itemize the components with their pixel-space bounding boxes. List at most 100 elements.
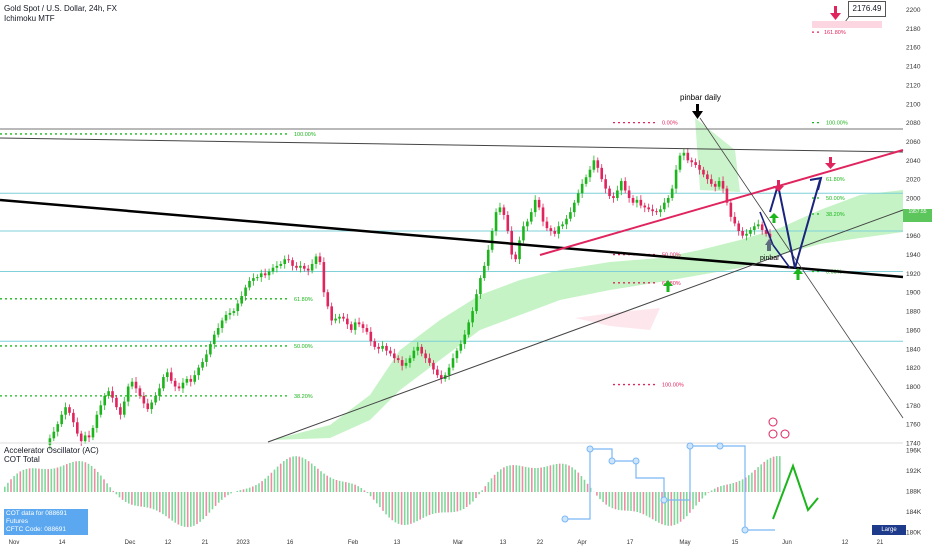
oscillator-bar xyxy=(608,492,611,507)
candle-body xyxy=(682,152,686,156)
top-descending-trendline xyxy=(0,137,904,153)
candle-body xyxy=(209,344,212,355)
red-ascending-trendline xyxy=(539,149,904,256)
candle-body xyxy=(232,311,236,313)
oscillator-label[interactable]: Accelerator Oscillator (AC) xyxy=(4,446,99,455)
oscillator-bar xyxy=(53,468,56,492)
oscillator-bar xyxy=(397,492,400,524)
candle-body xyxy=(756,224,760,227)
oscillator-bar xyxy=(630,492,632,511)
candle-body xyxy=(533,199,537,213)
cot-step-line xyxy=(565,445,775,531)
oscillator-bar xyxy=(25,468,28,492)
oscillator-bar xyxy=(518,465,521,492)
oscillator-bar xyxy=(115,492,118,495)
candle-body xyxy=(619,181,623,191)
oscillator-bar xyxy=(78,461,80,492)
time-tick-label: 14 xyxy=(59,540,66,546)
candle-body xyxy=(537,199,541,208)
oscillator-bar xyxy=(453,492,456,512)
fib-green-right-label: 38.20% xyxy=(826,212,845,218)
oscillator-bar xyxy=(472,492,474,502)
oscillator-axis: 196K 192K 188K 184K 180K xyxy=(906,448,922,537)
candle-body xyxy=(400,360,404,366)
oscillator-bar xyxy=(239,490,242,492)
candle-body xyxy=(189,378,193,382)
fib-green-left-label: 100.00% xyxy=(294,132,316,138)
candle-body xyxy=(396,358,400,361)
oscillator-bar xyxy=(109,487,111,492)
oscillator-bar xyxy=(379,492,381,508)
candle-body xyxy=(150,402,153,410)
oscillator-bar xyxy=(112,490,115,492)
oscillator-bar xyxy=(763,461,766,492)
cot-info-line2: CFTC Code: 088691 xyxy=(6,526,66,533)
fib-green-right-label: 0.00% xyxy=(826,270,842,276)
oscillator-bar xyxy=(490,478,493,492)
candle-body xyxy=(259,273,263,278)
oscillator-bar xyxy=(425,492,428,517)
candle-body xyxy=(60,414,63,425)
oscillator-bar xyxy=(171,492,173,521)
oscillator-bar xyxy=(329,477,332,492)
candle-body xyxy=(584,177,588,184)
oscillator-bar xyxy=(128,492,130,504)
oscillator-bar xyxy=(323,473,325,492)
oscillator-bar xyxy=(44,469,46,492)
candle-body xyxy=(635,199,639,203)
oscillator-bar xyxy=(465,492,468,508)
oscillator-bar xyxy=(382,492,384,511)
oscillator-bar xyxy=(360,487,363,492)
candle-body xyxy=(600,167,604,180)
oscillator-bar xyxy=(310,463,313,492)
oscillator-bar xyxy=(766,459,769,492)
oscillator-bar xyxy=(230,492,232,494)
cot-label[interactable]: COT Total xyxy=(4,455,40,464)
cot-marker xyxy=(608,457,616,465)
candle-body xyxy=(729,202,733,217)
candle-body xyxy=(561,224,564,227)
candle-body xyxy=(580,183,584,194)
oscillator-bar xyxy=(475,492,477,499)
candle-body xyxy=(146,403,150,410)
candle-body xyxy=(48,438,52,445)
oscillator-bar xyxy=(168,492,170,519)
time-tick-label: 12 xyxy=(842,540,849,546)
large-traders-badge[interactable]: Large Traders xyxy=(872,525,906,543)
middle-down-arrow xyxy=(773,180,784,192)
price-tick-label: 2000 xyxy=(906,196,921,203)
candle-body xyxy=(76,422,79,434)
candle-body xyxy=(263,273,267,276)
candle-body xyxy=(612,196,615,198)
oscillator-bar xyxy=(248,487,251,492)
oscillator-bar xyxy=(301,457,304,492)
oscillator-bar xyxy=(546,466,549,492)
oscillator-bar xyxy=(190,492,192,527)
fib-red-label: 50.00% xyxy=(662,253,681,259)
oscillator-bar xyxy=(484,486,487,492)
oscillator-bar xyxy=(295,456,297,492)
price-tick-label: 1880 xyxy=(906,309,921,316)
oscillator-bar xyxy=(462,492,465,509)
fib-red-label: 0.00% xyxy=(662,121,678,127)
oscillator-bar xyxy=(583,479,586,492)
oscillator-bar xyxy=(686,492,688,517)
price-tick-label: 1740 xyxy=(906,441,921,448)
time-tick-label: Mar xyxy=(453,540,463,546)
oscillator-tick-label: 188K xyxy=(906,489,922,496)
oscillator-bar xyxy=(307,461,310,492)
oscillator-bar xyxy=(434,492,437,514)
oscillator-bar xyxy=(698,492,700,502)
pinbar-label: pinbar xyxy=(760,255,780,262)
candle-body xyxy=(741,230,744,236)
oscillator-bar xyxy=(487,482,490,492)
flag-icon-1 xyxy=(768,429,778,439)
candle-body xyxy=(416,346,420,351)
candle-body xyxy=(130,381,134,387)
oscillator-bar xyxy=(146,492,149,508)
oscillator-tick-label: 192K xyxy=(906,468,922,475)
oscillator-bar xyxy=(214,492,217,506)
ichimoku-indicator-label[interactable]: Ichimoku MTF xyxy=(4,14,55,23)
oscillator-bar xyxy=(642,492,645,515)
oscillator-bar xyxy=(50,468,53,492)
